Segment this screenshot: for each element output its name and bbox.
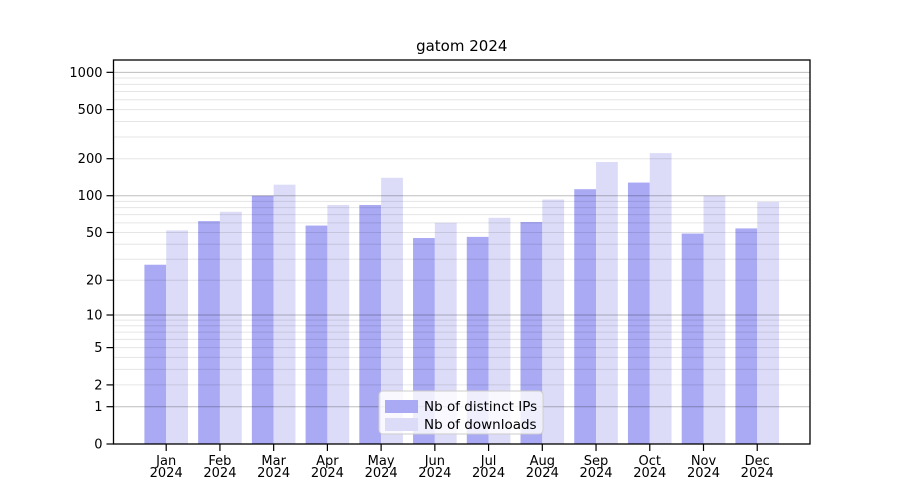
bar-downloads-jun (434, 222, 457, 444)
y-tick-label: 200 (78, 152, 103, 167)
legend-label-distinct-ips: Nb of distinct IPs (424, 399, 537, 415)
bar-downloads-oct (649, 153, 672, 445)
y-tick-label: 50 (86, 226, 103, 241)
bar-downloads-mar (273, 184, 296, 444)
bar-downloads-jul (488, 217, 511, 444)
x-tick-label-year: 2024 (741, 466, 774, 481)
chart-title: gatom 2024 (416, 37, 507, 55)
x-tick-label-month: Aug (530, 454, 555, 469)
x-tick-label-month: Feb (208, 454, 231, 469)
bar-downloads-jan (166, 230, 188, 444)
bar-distinct-ips-nov (681, 233, 704, 444)
bar-distinct-ips-sep (574, 189, 597, 444)
x-tick-label-month: Dec (745, 454, 770, 469)
bar-downloads-aug (542, 199, 565, 444)
bar-distinct-ips-apr (305, 225, 328, 444)
x-tick-label-month: Oct (639, 454, 661, 469)
x-tick-label-month: Nov (691, 454, 717, 469)
legend: Nb of distinct IPs Nb of downloads (378, 390, 544, 435)
x-tick-label-year: 2024 (365, 466, 398, 481)
bar-distinct-ips-feb (198, 221, 220, 444)
x-tick-label-year: 2024 (526, 466, 559, 481)
tick-labels-layer: 01251020501002005001000Jan2024Feb2024Mar… (69, 66, 773, 481)
x-tick-label-month: Mar (261, 454, 286, 469)
x-tick-label-year: 2024 (579, 466, 612, 481)
bar-distinct-ips-aug (520, 221, 543, 444)
x-tick-label-month: Apr (316, 454, 339, 469)
y-tick-label: 1 (94, 400, 102, 415)
x-tick-label-year: 2024 (311, 466, 344, 481)
bar-distinct-ips-jan (144, 264, 167, 444)
x-tick-label-month: Jul (480, 454, 497, 469)
x-tick-label-year: 2024 (687, 466, 720, 481)
x-tick-label-month: Jun (424, 454, 445, 469)
axes-layer (106, 71, 758, 451)
y-tick-label: 10 (86, 309, 103, 324)
legend-swatch-downloads (385, 418, 418, 431)
bar-downloads-feb (219, 211, 242, 444)
y-tick-label: 100 (78, 189, 103, 204)
legend-label-downloads: Nb of downloads (424, 417, 537, 433)
x-tick-label-year: 2024 (257, 466, 290, 481)
bar-downloads-sep (596, 162, 618, 444)
bar-downloads-may (381, 177, 403, 444)
y-tick-label: 0 (94, 438, 102, 453)
bar-distinct-ips-may (359, 205, 382, 444)
x-tick-label-month: May (368, 454, 395, 469)
bar-distinct-ips-oct (627, 182, 650, 444)
bar-downloads-apr (327, 205, 350, 444)
x-tick-label-month: Sep (584, 454, 609, 469)
legend-box (378, 390, 544, 435)
plot-border (112, 59, 811, 445)
y-tick-label: 5 (94, 341, 102, 356)
bar-downloads-dec (757, 201, 780, 444)
bars-layer (144, 153, 780, 445)
bar-distinct-ips-dec (735, 228, 758, 444)
x-tick-label-month: Jan (155, 454, 176, 469)
x-tick-label-year: 2024 (203, 466, 236, 481)
bar-distinct-ips-mar (251, 195, 274, 444)
y-tick-label: 1000 (69, 66, 102, 81)
y-tick-label: 500 (78, 103, 103, 118)
y-tick-label: 2 (94, 378, 102, 393)
x-tick-label-year: 2024 (150, 466, 183, 481)
y-tick-label: 20 (86, 274, 103, 289)
bar-downloads-nov (703, 195, 726, 444)
gridlines-layer (113, 71, 810, 408)
legend-swatch-distinct-ips (385, 400, 418, 413)
x-tick-label-year: 2024 (472, 466, 505, 481)
x-tick-label-year: 2024 (418, 466, 451, 481)
x-tick-label-year: 2024 (633, 466, 666, 481)
